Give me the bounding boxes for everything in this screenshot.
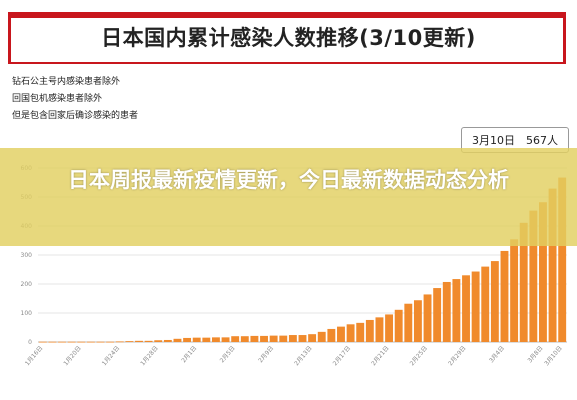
bar-2月15日 bbox=[327, 328, 336, 342]
bar-3月9日 bbox=[548, 188, 557, 342]
bar-2月18日 bbox=[356, 322, 365, 342]
bar-2月29日 bbox=[462, 275, 470, 342]
bar-2月21日 bbox=[385, 314, 394, 342]
bar-1月18日 bbox=[58, 341, 66, 343]
bar-3月3日 bbox=[490, 261, 499, 342]
bar-3月4日 bbox=[500, 250, 509, 342]
x-tick-label: 1月28日 bbox=[139, 345, 159, 367]
bar-3月6日 bbox=[519, 222, 528, 342]
chart-title: 日本国内累计感染人数推移(3/10更新) bbox=[101, 26, 476, 50]
bar-2月17日 bbox=[346, 324, 355, 342]
x-tick-label: 1月24日 bbox=[101, 345, 121, 367]
y-tick-label: 300 bbox=[21, 252, 33, 259]
article-headline: 日本周报最新疫情更新，今日最新数据动态分析 bbox=[68, 168, 509, 192]
bar-2月5日 bbox=[231, 336, 240, 342]
bar-2月26日 bbox=[433, 288, 442, 342]
bar-1月23日 bbox=[106, 341, 115, 343]
bar-2月1日 bbox=[192, 337, 201, 342]
y-tick-label: 100 bbox=[21, 310, 33, 317]
x-tick-label: 2月17日 bbox=[332, 345, 352, 367]
bar-2月14日 bbox=[317, 331, 326, 342]
bar-3月7日 bbox=[529, 210, 538, 342]
bar-2月10日 bbox=[279, 335, 288, 342]
headline-overlay bbox=[0, 148, 577, 246]
x-tick-label: 1月16日 bbox=[24, 345, 44, 367]
x-tick-label: 2月25日 bbox=[409, 345, 429, 367]
bar-2月2日 bbox=[202, 337, 211, 342]
x-tick-label: 2月21日 bbox=[370, 345, 390, 367]
bar-2月20日 bbox=[375, 317, 384, 342]
bar-1月26日 bbox=[135, 340, 143, 342]
bar-1月16日 bbox=[38, 341, 47, 343]
bar-2月8日 bbox=[260, 335, 268, 342]
bar-2月23日 bbox=[404, 303, 413, 342]
bar-2月16日 bbox=[337, 326, 345, 342]
bar-3月1日 bbox=[471, 271, 480, 342]
x-tick-label: 3月10日 bbox=[543, 345, 563, 367]
note-line: 回国包机感染患者除外 bbox=[12, 94, 103, 104]
bar-2月28日 bbox=[452, 279, 461, 342]
y-tick-label: 200 bbox=[21, 281, 33, 288]
x-tick-label: 2月5日 bbox=[219, 345, 237, 365]
bar-1月24日 bbox=[115, 341, 124, 343]
bar-2月4日 bbox=[221, 337, 230, 342]
bar-2月25日 bbox=[423, 294, 432, 342]
bar-1月19日 bbox=[67, 341, 76, 343]
bar-1月27日 bbox=[144, 340, 153, 342]
bar-1月17日 bbox=[48, 341, 57, 343]
bar-3月2日 bbox=[481, 266, 490, 342]
bar-2月12日 bbox=[298, 335, 307, 342]
bar-1月21日 bbox=[86, 341, 95, 343]
note-line: 钻石公主号内感染患者除外 bbox=[12, 77, 121, 87]
bar-3月5日 bbox=[510, 239, 519, 342]
note-line: 但是包含回家后确诊感染的患者 bbox=[12, 111, 139, 121]
bar-1月22日 bbox=[96, 341, 105, 343]
bar-2月11日 bbox=[288, 335, 297, 342]
bar-1月28日 bbox=[154, 340, 163, 342]
title-banner bbox=[8, 12, 566, 62]
x-tick-label: 1月20日 bbox=[62, 345, 82, 367]
bar-1月25日 bbox=[125, 341, 134, 342]
bar-1月20日 bbox=[77, 341, 86, 343]
x-tick-label: 2月9日 bbox=[257, 345, 275, 365]
bar-2月13日 bbox=[308, 334, 317, 342]
x-tick-label: 2月13日 bbox=[293, 345, 313, 367]
x-tick-label: 3月8日 bbox=[526, 345, 544, 365]
x-tick-label: 2月1日 bbox=[180, 345, 198, 365]
bar-3月10日 bbox=[558, 177, 567, 342]
bar-2月24日 bbox=[413, 300, 422, 342]
bar-2月6日 bbox=[240, 336, 249, 342]
x-tick-label: 2月29日 bbox=[447, 345, 467, 367]
bar-2月3日 bbox=[211, 337, 220, 342]
bar-2月27日 bbox=[442, 281, 451, 342]
chart-notes: 钻石公主号内感染患者除外 回国包机感染患者除外 但是包含回家后确诊感染的患者 bbox=[12, 74, 138, 125]
bar-1月31日 bbox=[183, 337, 192, 342]
bar-2月7日 bbox=[250, 335, 259, 342]
bar-3月8日 bbox=[539, 202, 547, 342]
bar-2月22日 bbox=[394, 309, 403, 342]
y-tick-label: 0 bbox=[28, 339, 32, 346]
bar-2月19日 bbox=[365, 319, 374, 342]
title-underline bbox=[8, 62, 566, 64]
x-tick-label: 3月4日 bbox=[488, 345, 506, 365]
bar-2月9日 bbox=[269, 335, 278, 342]
bar-1月29日 bbox=[163, 339, 172, 342]
bar-1月30日 bbox=[173, 338, 182, 342]
